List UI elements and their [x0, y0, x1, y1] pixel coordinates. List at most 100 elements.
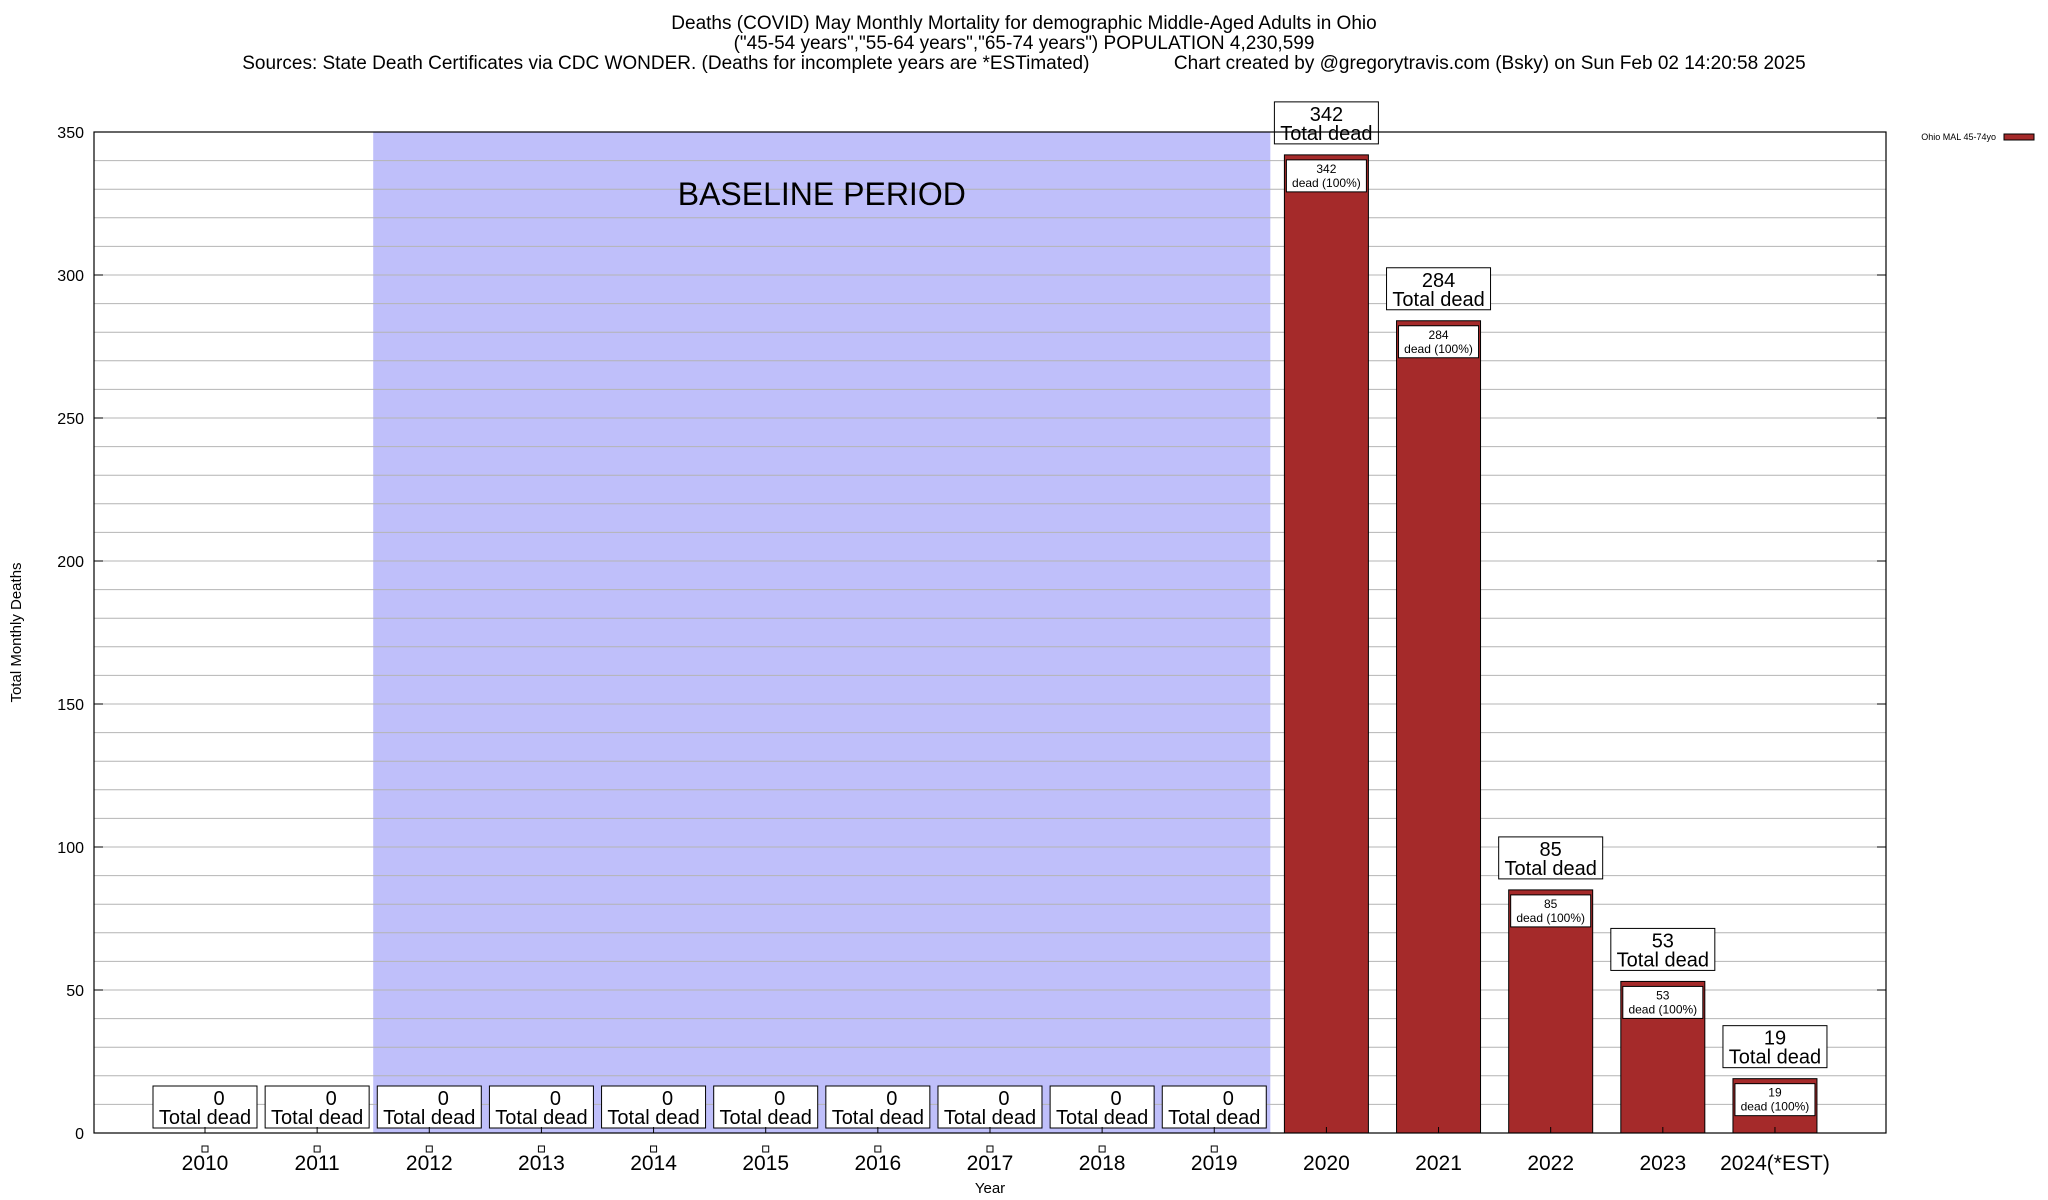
zero-value-marker: [762, 1145, 770, 1153]
bar-total-label-box: [1722, 1025, 1828, 1069]
bar-inner-label-box: [1622, 985, 1704, 1019]
y-tick-label: 50: [66, 983, 84, 1000]
bar-total-text: Total dead: [495, 1107, 587, 1129]
bar-inner-pct: dead (100%): [1516, 911, 1585, 925]
bar-inner-value: 85: [1544, 897, 1558, 911]
bar-inner-value: 342: [1316, 162, 1336, 176]
zero-value-marker: [425, 1145, 433, 1153]
bar-total-value: 0: [1223, 1088, 1234, 1110]
chart-title: Deaths (COVID) May Monthly Mortality for…: [671, 13, 1377, 34]
x-tick-label: 2010: [182, 1152, 229, 1175]
bar-inner-pct: dead (100%): [1741, 1100, 1810, 1114]
x-tick-label: 2023: [1639, 1152, 1686, 1175]
x-tick-label: 2015: [742, 1152, 789, 1175]
bar-total-text: Total dead: [720, 1107, 812, 1129]
baseline-period-region: [373, 132, 1271, 1133]
zero-value-marker: [313, 1145, 321, 1153]
x-tick-label: 2014: [630, 1152, 677, 1175]
bar-total-value: 0: [774, 1088, 785, 1110]
bar-total-text: Total dead: [1168, 1107, 1260, 1129]
bar-total-text: Total dead: [1617, 949, 1709, 971]
bar-total-value: 0: [662, 1088, 673, 1110]
bar-inner-value: 284: [1429, 328, 1449, 342]
bar-total-value: 0: [326, 1088, 337, 1110]
bar-total-text: Total dead: [1505, 858, 1597, 880]
x-tick-label: 2024(*EST): [1720, 1152, 1830, 1175]
bar-inner-value: 19: [1768, 1086, 1782, 1100]
bar: [1508, 889, 1594, 1134]
bar-inner-value: 53: [1656, 988, 1670, 1002]
bar-total-label-box: [1049, 1085, 1155, 1129]
x-tick-label: 2017: [967, 1152, 1014, 1175]
bar-total-text: Total dead: [271, 1107, 363, 1129]
bar-total-label-box: [825, 1085, 931, 1129]
bar-total-label-box: [1610, 927, 1716, 971]
x-tick-label: 2016: [854, 1152, 901, 1175]
bar-total-value: 85: [1540, 839, 1562, 861]
x-tick-label: 2020: [1303, 1152, 1350, 1175]
y-tick-label: 150: [57, 697, 84, 714]
bar-inner-label-box: [1510, 894, 1592, 928]
bar-total-label-box: [264, 1085, 370, 1129]
y-tick-label: 350: [57, 125, 84, 142]
zero-value-marker: [650, 1145, 658, 1153]
bar-total-text: Total dead: [1056, 1107, 1148, 1129]
bar-total-value: 284: [1422, 270, 1455, 292]
bar-inner-label-box: [1285, 159, 1367, 193]
bar-inner-pct: dead (100%): [1292, 176, 1361, 190]
bar-total-text: Total dead: [832, 1107, 924, 1129]
x-tick-label: 2021: [1415, 1152, 1462, 1175]
bar-total-value: 53: [1652, 930, 1674, 952]
bar-total-label-box: [1498, 836, 1604, 880]
chart-subtitle: ("45-54 years","55-64 years","65-74 year…: [733, 33, 1315, 54]
bar-total-value: 342: [1310, 104, 1343, 126]
zero-value-marker: [986, 1145, 994, 1153]
y-tick-label: 300: [57, 268, 84, 285]
bar-total-label-box: [1273, 101, 1379, 145]
baseline-period-label: BASELINE PERIOD: [678, 176, 966, 212]
bar-total-label-box: [937, 1085, 1043, 1129]
bar-inner-pct: dead (100%): [1628, 1002, 1697, 1016]
legend-label: Ohio MAL 45-74yo: [1921, 132, 1996, 142]
y-tick-label: 250: [57, 411, 84, 428]
x-tick-label: 2019: [1191, 1152, 1238, 1175]
bar-total-label-box: [376, 1085, 482, 1129]
bar-total-value: 0: [998, 1088, 1009, 1110]
zero-value-marker: [1210, 1145, 1218, 1153]
bar: [1283, 154, 1369, 1134]
x-tick-label: 2013: [518, 1152, 565, 1175]
bar-total-text: Total dead: [1280, 123, 1372, 145]
chart-sources: Sources: State Death Certificates via CD…: [242, 53, 1806, 74]
x-tick-label: 2012: [406, 1152, 453, 1175]
bar-total-value: 19: [1764, 1028, 1786, 1050]
bar-total-text: Total dead: [1392, 289, 1484, 311]
bar-total-value: 0: [213, 1088, 224, 1110]
y-tick-label: 100: [57, 840, 84, 857]
zero-value-marker: [201, 1145, 209, 1153]
bar-total-value: 0: [550, 1088, 561, 1110]
bar-inner-pct: dead (100%): [1404, 342, 1473, 356]
bar-total-text: Total dead: [159, 1107, 251, 1129]
bar-total-label-box: [1386, 267, 1492, 311]
bar-inner-label-box: [1398, 325, 1480, 359]
zero-value-marker: [1098, 1145, 1106, 1153]
bar-total-value: 0: [886, 1088, 897, 1110]
x-tick-label: 2022: [1527, 1152, 1574, 1175]
bar-total-text: Total dead: [1729, 1047, 1821, 1069]
bar-total-text: Total dead: [383, 1107, 475, 1129]
zero-value-marker: [537, 1145, 545, 1153]
bar-inner-label-box: [1734, 1083, 1816, 1117]
legend: Ohio MAL 45-74yo: [1921, 132, 2035, 142]
bar: [1396, 320, 1482, 1134]
y-axis-label: Total Monthly Deaths: [8, 562, 25, 702]
zero-value-marker: [874, 1145, 882, 1153]
bar-total-label-box: [713, 1085, 819, 1129]
x-tick-label: 2018: [1079, 1152, 1126, 1175]
bar-total-text: Total dead: [944, 1107, 1036, 1129]
x-axis-label: Year: [975, 1180, 1005, 1197]
legend-swatch: [2003, 133, 2035, 141]
bar-total-value: 0: [1111, 1088, 1122, 1110]
y-tick-label: 0: [75, 1126, 84, 1143]
bar-total-value: 0: [438, 1088, 449, 1110]
